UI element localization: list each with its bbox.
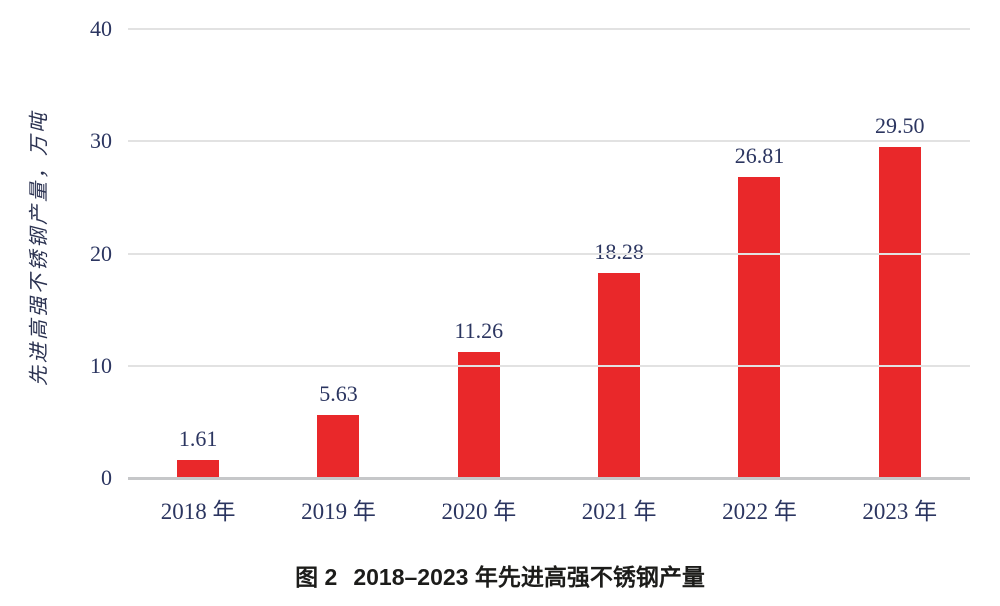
- bar-value-label: 1.61: [178, 425, 218, 451]
- caption-text: 2018–2023 年先进高强不锈钢产量: [353, 564, 705, 590]
- caption-number: 图 2: [295, 564, 338, 590]
- bar-column: 11.26: [409, 29, 549, 478]
- bar-columns: 1.61 5.63 11.26 18.28 26.81 29.50: [128, 29, 970, 478]
- y-tick-label: 40: [90, 16, 112, 41]
- gridline: [128, 252, 970, 255]
- y-tick-label: 10: [90, 352, 112, 378]
- x-tick-label: 2023 年: [862, 499, 938, 524]
- bar-value-label: 5.63: [319, 380, 358, 406]
- bar-value-label: 11.26: [454, 317, 504, 343]
- gridline: [128, 28, 970, 30]
- bar: [177, 459, 220, 478]
- bar: [878, 146, 921, 478]
- y-axis-title: 先进高强不锈钢产量，万吨: [28, 110, 51, 386]
- figure-caption: 图 2 2018–2023 年先进高强不锈钢产量: [0, 558, 1000, 592]
- bar-value-label: 29.50: [875, 112, 925, 138]
- bar-value-label: 18.28: [594, 238, 644, 264]
- y-tick-label: 20: [90, 240, 112, 266]
- y-tick-label: 30: [90, 128, 112, 154]
- x-axis-labels: 2018 年 2019 年 2020 年 2021 年 2022 年 2023 年: [128, 499, 970, 525]
- gridline: [128, 364, 970, 367]
- bar-column: 5.63: [268, 29, 408, 478]
- bar-column: 29.50: [830, 29, 970, 478]
- x-tick-label: 2022 年: [722, 499, 797, 524]
- bar: [598, 272, 641, 478]
- x-tick-label: 2020 年: [441, 499, 517, 524]
- bar: [738, 177, 781, 478]
- x-tick-label: 2019 年: [301, 499, 376, 524]
- bar-column: 26.81: [689, 29, 829, 478]
- gridline: [128, 140, 970, 143]
- x-tick-label: 2021 年: [581, 499, 657, 524]
- bar: [317, 414, 360, 478]
- plot-area: 1.61 5.63 11.26 18.28 26.81 29.50: [128, 28, 970, 480]
- y-tick-label: 0: [101, 465, 112, 490]
- bar-value-label: 26.81: [734, 143, 785, 169]
- x-axis-line: [128, 476, 970, 480]
- x-tick-label: 2018 年: [160, 499, 236, 524]
- bar: [457, 351, 500, 478]
- bar-column: 18.28: [549, 29, 689, 478]
- bar-column: 1.61: [128, 29, 268, 478]
